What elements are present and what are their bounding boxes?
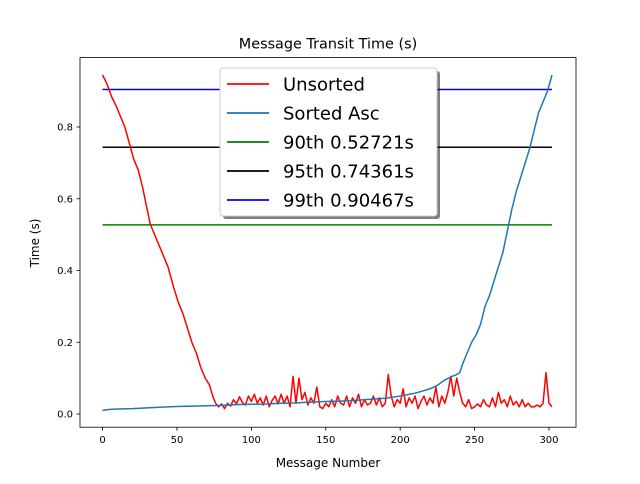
y-tick-label-4: 0.8 [57,123,73,134]
x-axis-label: Message Number [276,456,381,470]
y-axis-ticks: 0.0 0.2 0.4 0.6 0.8 [57,123,80,421]
legend-label-3: 95th 0.74361s [283,162,414,183]
series-line-0 [101,74,553,410]
x-tick-label-4: 200 [391,435,410,446]
y-tick-label-0: 0.0 [57,410,73,421]
x-axis-ticks: 0 50 100 150 200 250 300 [99,427,559,446]
x-tick-label-5: 250 [465,435,484,446]
legend: Unsorted Sorted Asc 90th 0.52721s 95th 0.74… [219,67,440,219]
legend-label-0: Unsorted [283,75,365,96]
y-tick-label-1: 0.2 [57,338,73,349]
legend-label-2: 90th 0.52721s [283,133,414,154]
x-tick-label-1: 50 [171,435,184,446]
axes-border [79,57,577,428]
x-tick-label-0: 0 [99,435,105,446]
x-tick-label-2: 100 [242,435,261,446]
chart-title: Message Transit Time (s) [239,37,417,53]
legend-label-4: 99th 0.90467s [283,191,414,212]
y-tick-label-2: 0.4 [57,266,73,277]
x-tick-label-3: 150 [316,435,335,446]
legend-label-1: Sorted Asc [283,104,380,125]
series-lines [101,74,553,412]
x-tick-label-6: 300 [539,435,558,446]
y-tick-label-3: 0.6 [57,194,73,205]
y-axis-label: Time (s) [28,219,42,269]
series-line-1 [102,74,553,412]
legend-box [219,67,438,217]
